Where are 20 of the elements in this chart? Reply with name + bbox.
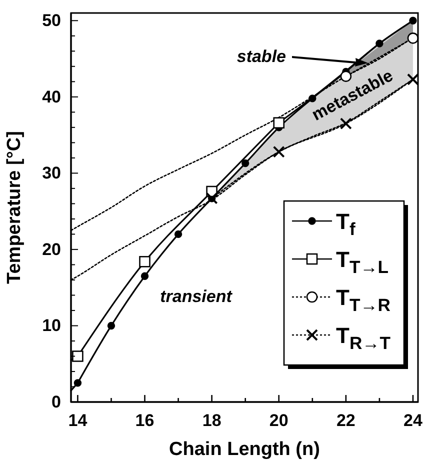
- x-tick-label: 22: [336, 411, 356, 430]
- x-tick-label: 16: [135, 411, 154, 430]
- x-tick-label: 14: [68, 411, 88, 430]
- legend-label: T$_{T→L}$: [336, 247, 389, 278]
- y-tick-label: 50: [42, 11, 61, 30]
- x-tick-label: 24: [404, 411, 423, 430]
- y-tick-label: 20: [42, 240, 61, 259]
- y-tick-label: 10: [42, 316, 61, 336]
- annotation: stable: [236, 47, 286, 66]
- y-tick-label: 0: [52, 392, 61, 412]
- x-axis-title: Chain Length (n): [169, 439, 320, 460]
- legend-label: T$_{T→R}$: [336, 285, 391, 316]
- legend-label: T$_{R→T}$: [336, 323, 391, 354]
- y-axis-title: Temperature [°C]: [4, 131, 25, 284]
- x-tick-label: 20: [269, 411, 288, 430]
- y-tick-label: 30: [42, 164, 61, 183]
- legend-label: T$_{f}$: [336, 209, 356, 240]
- y-tick-label: 40: [42, 87, 61, 106]
- x-tick-label: 18: [202, 411, 222, 430]
- annotation: transient: [160, 287, 234, 306]
